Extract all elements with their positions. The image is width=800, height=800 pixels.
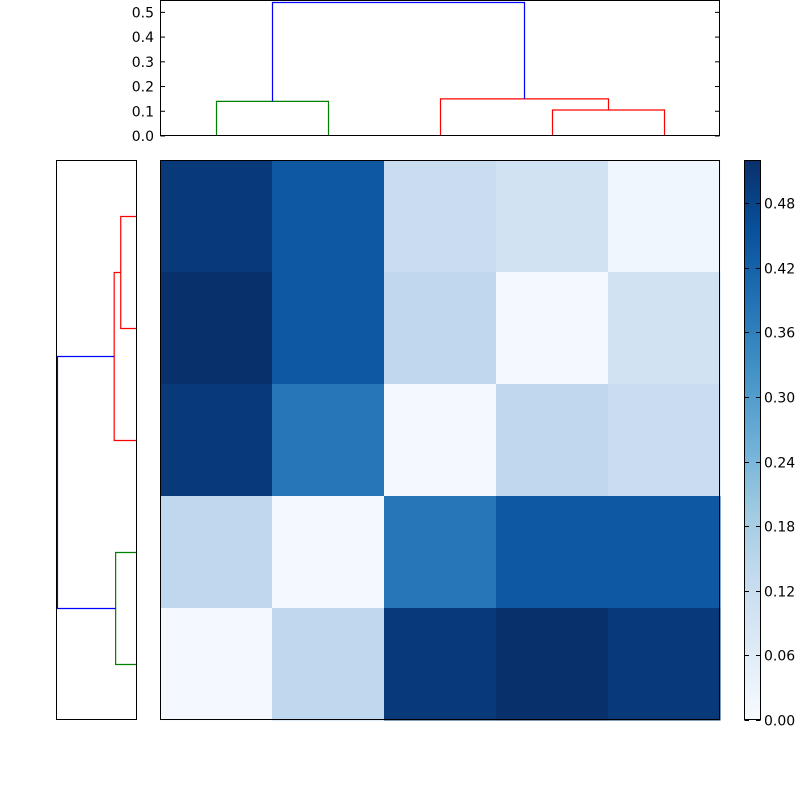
heatmap-cell-r3-c3 xyxy=(384,384,497,497)
heatmap-cell-r3-c4 xyxy=(496,384,609,497)
left-dendrogram xyxy=(56,160,137,720)
top-dendrogram-frame xyxy=(160,0,720,136)
heatmap-cell-r2-c1 xyxy=(160,272,273,385)
heatmap-cell-r4-c1 xyxy=(160,496,273,609)
colorbar-tick-label-4: 0.24 xyxy=(764,456,795,472)
heatmap-cell-r3-c5 xyxy=(608,384,721,497)
heatmap-cell-r4-c2 xyxy=(272,496,385,609)
heatmap-cell-r5-c1 xyxy=(160,608,273,721)
colorbar-tick-label-8: 0.48 xyxy=(764,197,795,213)
heatmap-cell-r1-c1 xyxy=(160,160,273,273)
top-ytick-label-3: 0.3 xyxy=(132,55,154,71)
heatmap-cell-r2-c4 xyxy=(496,272,609,385)
left-dendrogram-links xyxy=(56,215,136,666)
heatmap-cell-r2-c3 xyxy=(384,272,497,385)
heatmap-cell-r1-c3 xyxy=(384,160,497,273)
heatmap-cell-r4-c4 xyxy=(496,496,609,609)
colorbar-tick-label-0: 0.00 xyxy=(764,714,795,730)
top-dendrogram: 0.0 0.1 0.2 0.3 0.4 0.5 xyxy=(132,0,720,145)
top-dendrogram-links xyxy=(215,1,666,136)
heatmap-cell-r5-c2 xyxy=(272,608,385,721)
colorbar-axis: 0.00 0.06 0.12 0.18 0.24 0.30 0.36 0.42 0.48 xyxy=(744,197,795,730)
colorbar-tick-label-2: 0.12 xyxy=(764,585,795,601)
top-ytick-label-2: 0.2 xyxy=(132,80,154,96)
colorbar-tick-label-7: 0.42 xyxy=(764,262,795,278)
colorbar-gradient xyxy=(744,160,761,720)
heatmap-cell-r2-c2 xyxy=(272,272,385,385)
heatmap-cell-r3-c2 xyxy=(272,384,385,497)
heatmap xyxy=(160,160,721,721)
top-dendrogram-link-4 xyxy=(271,1,526,102)
left-dendrogram-frame xyxy=(56,160,137,720)
left-dendrogram-link-4 xyxy=(56,355,116,610)
top-ytick-label-0: 0.0 xyxy=(132,129,154,145)
heatmap-cell-r5-c4 xyxy=(496,608,609,721)
colorbar-tick-label-5: 0.30 xyxy=(764,391,795,407)
heatmap-cells xyxy=(160,160,721,721)
top-ytick-label-1: 0.1 xyxy=(132,104,154,120)
colorbar-frame xyxy=(744,160,761,720)
top-ytick-label-4: 0.4 xyxy=(132,30,154,46)
colorbar: 0.00 0.06 0.12 0.18 0.24 0.30 0.36 0.42 0.48 xyxy=(744,160,795,730)
heatmap-cell-r1-c2 xyxy=(272,160,385,273)
top-dendrogram-yaxis: 0.0 0.1 0.2 0.3 0.4 0.5 xyxy=(132,5,720,145)
heatmap-cell-r5-c3 xyxy=(384,608,497,721)
colorbar-tick-label-1: 0.06 xyxy=(764,649,795,665)
heatmap-cell-r5-c5 xyxy=(608,608,721,721)
colorbar-tick-label-6: 0.36 xyxy=(764,326,795,342)
heatmap-cell-r2-c5 xyxy=(608,272,721,385)
heatmap-cell-r4-c3 xyxy=(384,496,497,609)
colorbar-tick-label-3: 0.18 xyxy=(764,520,795,536)
top-ytick-label-5: 0.5 xyxy=(132,5,154,21)
heatmap-cell-r1-c4 xyxy=(496,160,609,273)
heatmap-cell-r4-c5 xyxy=(608,496,721,609)
heatmap-frame xyxy=(160,160,720,720)
heatmap-cell-r3-c1 xyxy=(160,384,273,497)
heatmap-cell-r1-c5 xyxy=(608,160,721,273)
